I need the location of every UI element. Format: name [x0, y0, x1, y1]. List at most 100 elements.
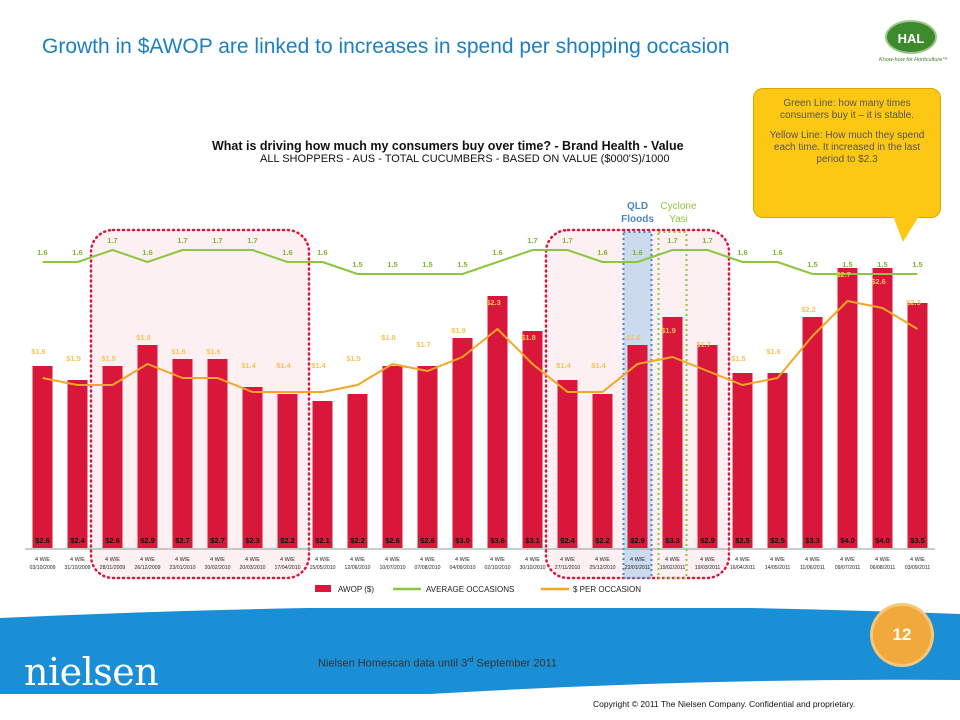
x-tick-label-date: 03/09/2011	[905, 565, 931, 571]
bar-value-label: $2.9	[140, 536, 155, 545]
spend-point-label: $1.8	[626, 333, 641, 342]
callout-tail	[893, 216, 919, 242]
bar-value-label: $2.6	[105, 536, 120, 545]
bar-value-label: $2.7	[175, 536, 190, 545]
bar-value-label: $2.6	[35, 536, 50, 545]
x-tick-label-date: 19/03/2011	[695, 565, 721, 571]
occasion-point-label: 1.6	[632, 248, 642, 257]
event-label-1-line-2: Floods	[621, 214, 654, 225]
bar	[907, 303, 928, 548]
x-tick-label-top: 4 W/E	[525, 557, 540, 563]
spend-point-label: $1.8	[136, 333, 151, 342]
occasion-point-label: 1.5	[912, 260, 922, 269]
x-tick-label-date: 11/06/2011	[800, 565, 825, 571]
legend-swatch-awop	[315, 585, 331, 592]
bar-value-label: $2.7	[210, 536, 225, 545]
x-tick-label-date: 27/11/2010	[555, 565, 581, 571]
x-tick-label-date: 04/09/2010	[450, 565, 476, 571]
occasion-point-label: 1.6	[317, 248, 327, 257]
occasion-point-label: 1.7	[562, 236, 572, 245]
x-tick-label-date: 03/10/2009	[30, 565, 56, 571]
x-tick-label-date: 10/07/2010	[380, 565, 406, 571]
callout-green-text: Green Line: how many times consumers buy…	[780, 98, 914, 121]
event-label-2-line-2: Yasi	[669, 214, 688, 225]
occasion-point-label: 1.6	[142, 248, 152, 257]
x-tick-label-date: 26/12/2009	[135, 565, 161, 571]
bar	[242, 387, 263, 548]
brand-health-chart: QLD Floods Cyclone Yasi $2.6 $2.4 $2.6 $2.9 $2.7…	[25, 201, 935, 594]
legend-label-awop: AWOP ($)	[338, 585, 374, 594]
occasion-point-label: 1.7	[702, 236, 712, 245]
x-tick-label-top: 4 W/E	[210, 557, 225, 563]
bar-value-label: $2.2	[280, 536, 295, 545]
spend-point-label: $1.4	[591, 361, 606, 370]
x-tick-label-top: 4 W/E	[490, 557, 505, 563]
bar	[837, 268, 858, 548]
highlight-group-1	[89, 228, 311, 580]
occasion-point-label: 1.5	[387, 260, 397, 269]
source-note: Nielsen Homescan data until 3rd Septembe…	[318, 657, 557, 670]
spend-point-label: $1.4	[241, 361, 256, 370]
bar-value-label: $3.6	[490, 536, 505, 545]
bar-value-label: $3.1	[525, 536, 540, 545]
spend-point-label: $1.6	[206, 347, 221, 356]
x-tick-label-date: 20/03/2010	[240, 565, 266, 571]
slide-title: Growth in $AWOP are linked to increases …	[42, 35, 730, 58]
occasion-point-label: 1.6	[597, 248, 607, 257]
bar-value-label: $2.1	[315, 536, 330, 545]
x-tick-label-date: 17/04/2010	[275, 565, 301, 571]
copyright: Copyright © 2011 The Nielsen Company. Co…	[593, 699, 856, 709]
x-tick-label-date: 25/12/2010	[590, 565, 616, 571]
occasion-point-label: 1.6	[72, 248, 82, 257]
x-tick-label-date: 23/01/2010	[170, 565, 196, 571]
bar	[802, 317, 823, 548]
x-tick-label-top: 4 W/E	[910, 557, 925, 563]
source-prefix: Nielsen Homescan data until 3	[318, 657, 468, 670]
bar-value-label: $2.2	[595, 536, 610, 545]
line-dollar-per-occasion	[42, 300, 919, 393]
x-tick-label-top: 4 W/E	[700, 557, 715, 563]
x-tick-label-top: 4 W/E	[665, 557, 680, 563]
bar	[662, 317, 683, 548]
spend-point-label: $1.8	[381, 333, 396, 342]
x-tick-label-top: 4 W/E	[175, 557, 190, 563]
x-tick-label-top: 4 W/E	[70, 557, 85, 563]
x-tick-label-top: 4 W/E	[840, 557, 855, 563]
x-tick-label-top: 4 W/E	[315, 557, 330, 563]
bar	[592, 394, 613, 548]
x-tick-label-top: 4 W/E	[595, 557, 610, 563]
x-tick-label-date: 16/04/2011	[730, 565, 756, 571]
occasion-point-label: 1.5	[422, 260, 432, 269]
source-suffix: September 2011	[473, 657, 558, 670]
x-tick-label-date: 15/05/2010	[310, 565, 336, 571]
x-tick-label-top: 4 W/E	[105, 557, 120, 563]
spend-point-label: $2.3	[906, 298, 921, 307]
callout-box: Green Line: how many times consumers buy…	[753, 88, 941, 218]
x-tick-label-date: 06/08/2011	[870, 565, 896, 571]
x-tick-label-top: 4 W/E	[455, 557, 470, 563]
x-tick-label-top: 4 W/E	[805, 557, 820, 563]
occasion-point-label: 1.7	[527, 236, 537, 245]
x-tick-label-top: 4 W/E	[875, 557, 890, 563]
occasion-point-label: 1.7	[667, 236, 677, 245]
x-tick-label-date: 14/05/2011	[765, 565, 791, 571]
spend-point-label: $1.6	[31, 347, 46, 356]
x-tick-label-top: 4 W/E	[560, 557, 575, 563]
bar	[137, 345, 158, 548]
bar	[67, 380, 88, 548]
bar-value-label: $3.5	[910, 536, 925, 545]
spend-point-label: $1.9	[661, 326, 676, 335]
bar-value-label: $2.2	[350, 536, 365, 545]
occasion-point-label: 1.7	[212, 236, 222, 245]
x-tick-label-date: 31/10/2009	[65, 565, 91, 571]
occasion-point-label: 1.6	[37, 248, 47, 257]
spend-point-label: $2.2	[801, 305, 816, 314]
page-number: 12	[873, 606, 931, 664]
bar	[312, 401, 333, 548]
x-tick-label-top: 4 W/E	[735, 557, 750, 563]
bar-value-label: $3.0	[455, 536, 470, 545]
x-tick-label-date: 12/06/2010	[345, 565, 371, 571]
bar-value-label: $2.6	[385, 536, 400, 545]
legend-label-occasions: AVERAGE OCCASIONS	[426, 585, 514, 594]
legend-label-spend: $ PER OCCASION	[573, 585, 641, 594]
